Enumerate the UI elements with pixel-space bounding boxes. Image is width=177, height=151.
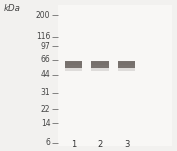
Bar [65,61,82,68]
Text: 31: 31 [41,88,50,97]
Text: 116: 116 [36,32,50,42]
Text: 44: 44 [41,70,50,79]
Text: 14: 14 [41,119,50,128]
Bar [118,61,135,68]
Text: 200: 200 [36,11,50,20]
Bar [65,68,82,71]
Bar [91,62,109,65]
Bar [91,68,109,71]
Bar [65,62,82,65]
Bar [118,68,135,71]
Text: 3: 3 [124,140,129,149]
Text: 66: 66 [41,55,50,64]
Bar [118,62,135,65]
Bar [58,5,172,146]
Text: 2: 2 [97,140,103,149]
Text: kDa: kDa [4,4,20,13]
Text: 1: 1 [71,140,76,149]
Bar [91,61,109,68]
Text: 97: 97 [41,42,50,51]
Text: 22: 22 [41,105,50,114]
Text: 6: 6 [45,138,50,147]
